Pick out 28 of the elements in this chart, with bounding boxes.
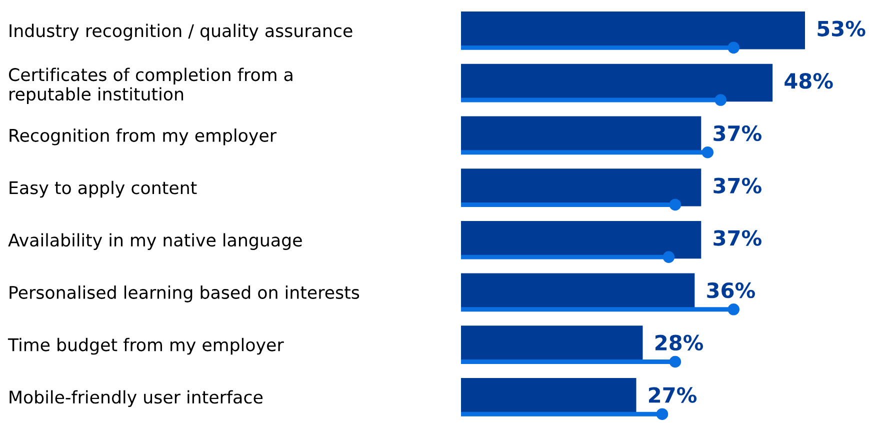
point bbox=[656, 408, 668, 420]
y-tick-label: Time budget from my employer bbox=[8, 338, 284, 355]
data-label: 28% bbox=[655, 334, 704, 351]
y-tick-label: Availability in my native language bbox=[8, 233, 302, 250]
data-label: 36% bbox=[707, 282, 755, 298]
data-label: 27% bbox=[649, 387, 697, 403]
bar bbox=[461, 168, 702, 206]
y-tick-label: Certificates of completion from a reputable institution bbox=[8, 68, 292, 104]
point bbox=[662, 251, 675, 263]
point bbox=[728, 304, 740, 316]
point bbox=[702, 146, 714, 158]
point bbox=[669, 356, 682, 368]
data-label: 37% bbox=[714, 178, 762, 194]
y-tick-label: Easy to apply content bbox=[10, 180, 197, 198]
data-label: 48% bbox=[784, 73, 833, 89]
point bbox=[669, 198, 682, 211]
bar bbox=[461, 220, 702, 259]
y-tick-label: Personalised learning based on interests bbox=[10, 286, 360, 302]
data-label: 37% bbox=[714, 125, 762, 142]
y-tick-label: Mobile-friendly user interface bbox=[10, 390, 262, 408]
data-label: 37% bbox=[714, 230, 762, 246]
bar bbox=[461, 12, 805, 50]
y-tick-label: Industry recognition / quality assurance bbox=[10, 24, 352, 41]
y-tick-label: Recognition from my employer bbox=[10, 128, 277, 146]
bar bbox=[461, 64, 773, 102]
point bbox=[714, 94, 727, 106]
data-label: 53% bbox=[818, 20, 866, 36]
point bbox=[728, 42, 740, 54]
